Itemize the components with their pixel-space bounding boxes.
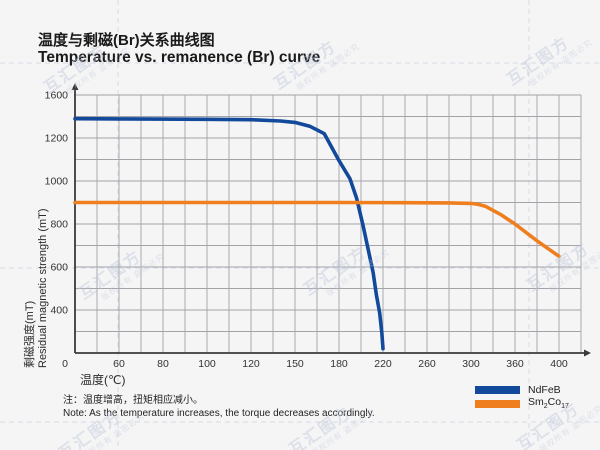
x-tick-label: 120 xyxy=(242,358,260,370)
y-axis-arrow-icon xyxy=(71,83,79,90)
x-tick-label: 300 xyxy=(462,358,480,370)
y-tick-label: 1200 xyxy=(45,133,69,145)
sm2co17-swatch xyxy=(475,399,520,408)
ndfeb-label: NdFeB xyxy=(528,383,561,396)
origin-tick-label: 0 xyxy=(62,358,68,370)
legend-item-ndfeb: NdFeB xyxy=(475,383,569,396)
footnote-zh: 注：温度增高，扭矩相应减小。 xyxy=(63,395,203,406)
y-tick-label: 1000 xyxy=(45,176,69,188)
ndfeb-curve xyxy=(73,116,385,351)
y-tick-label: 1600 xyxy=(45,90,69,102)
legend: NdFeB Sm2Co17 xyxy=(475,383,569,411)
y-axis-title-zh: 剩磁强度(mT) xyxy=(24,300,36,368)
x-tick-label: 260 xyxy=(418,358,436,370)
sm2co17-curve xyxy=(73,200,561,259)
x-tick-label: 150 xyxy=(286,358,304,370)
x-axis-arrow-icon xyxy=(584,349,591,357)
y-axis-title-en: Residual magnetic strength (mT) xyxy=(37,208,49,368)
x-tick-label: 80 xyxy=(157,358,169,370)
y-tick-label: 600 xyxy=(50,262,68,274)
y-tick-label: 800 xyxy=(50,219,68,231)
footnote: 注：温度增高，扭矩相应减小。 Note: As the temperature … xyxy=(63,395,375,420)
x-tick-label: 220 xyxy=(374,358,392,370)
x-tick-label: 400 xyxy=(550,358,568,370)
ndfeb-swatch xyxy=(475,385,520,394)
legend-item-sm2co17: Sm2Co17 xyxy=(475,396,569,411)
x-tick-label: 100 xyxy=(198,358,216,370)
chart-title-zh: 温度与剩磁(Br)关系曲线图 xyxy=(38,32,215,49)
footnote-en: Note: As the temperature increases, the … xyxy=(63,407,375,419)
sm2co17-label: Sm2Co17 xyxy=(528,396,569,411)
x-axis-title: 温度(℃) xyxy=(80,373,126,387)
y-tick-label: 400 xyxy=(50,305,68,317)
chart-title-en: Temperature vs. remanence (Br) curve xyxy=(38,49,321,66)
x-tick-label: 60 xyxy=(113,358,125,370)
x-tick-label: 180 xyxy=(330,358,348,370)
x-tick-label: 360 xyxy=(506,358,524,370)
